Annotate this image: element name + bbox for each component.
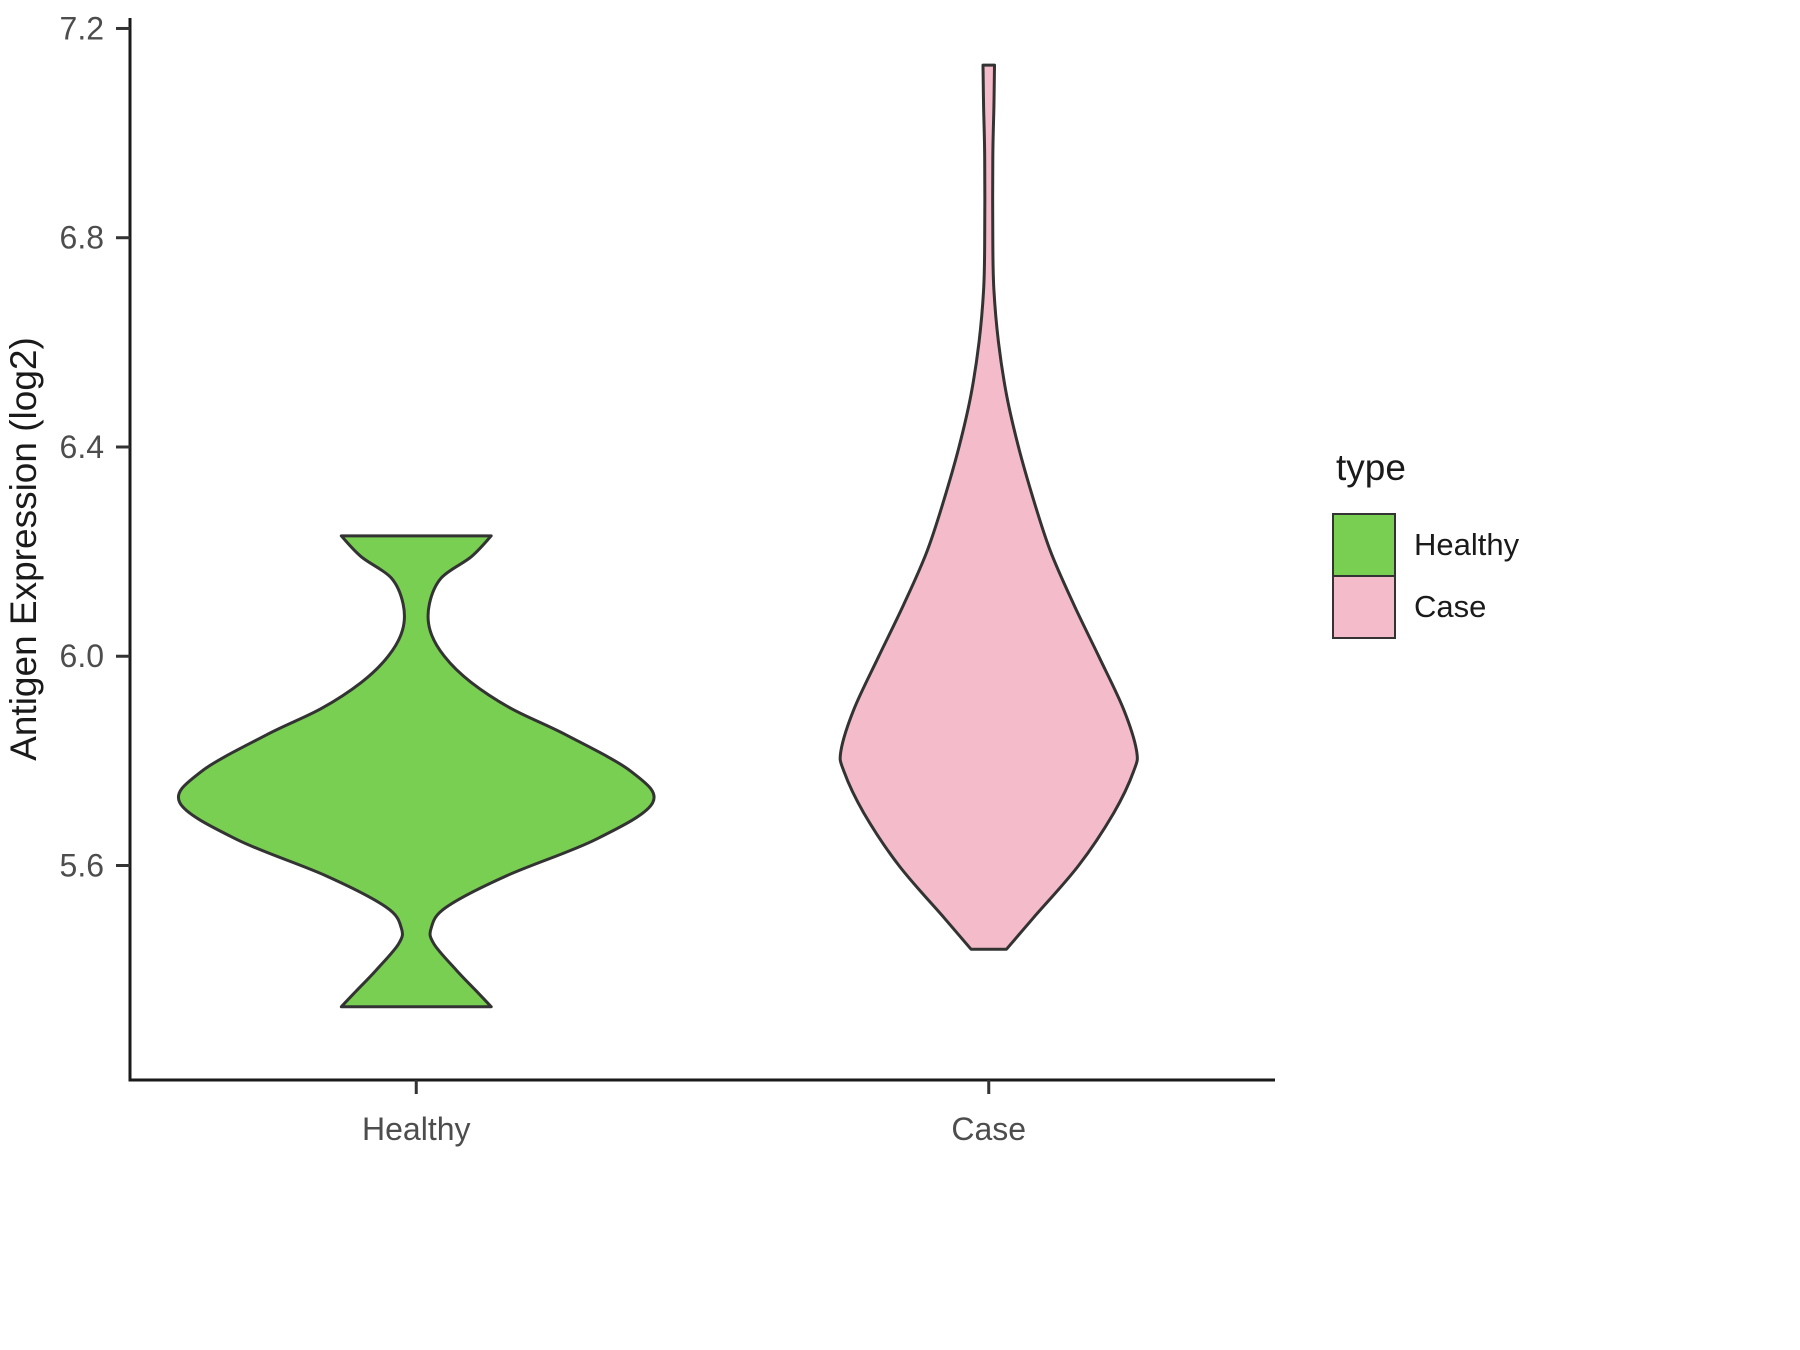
y-tick-label: 5.6 <box>60 848 104 884</box>
y-tick-label: 6.0 <box>60 638 104 674</box>
violin-case <box>838 63 1139 951</box>
legend-swatch-case <box>1332 575 1396 639</box>
legend-swatch-healthy <box>1332 513 1396 577</box>
legend-label-healthy: Healthy <box>1414 527 1520 562</box>
x-tick-label: Case <box>951 1111 1026 1147</box>
y-tick-label: 7.2 <box>60 10 104 46</box>
y-axis-title: Antigen Expression (log2) <box>3 337 44 761</box>
y-tick-label: 6.4 <box>60 429 104 465</box>
violin-healthy <box>176 534 656 1009</box>
legend: type Healthy Case <box>1332 447 1519 639</box>
y-tick-label: 6.8 <box>60 220 104 256</box>
x-tick-label: Healthy <box>362 1111 471 1147</box>
legend-title: type <box>1336 447 1406 488</box>
legend-item-healthy: Healthy <box>1332 513 1519 577</box>
legend-item-case: Case <box>1332 575 1519 639</box>
legend-label-case: Case <box>1414 589 1487 624</box>
